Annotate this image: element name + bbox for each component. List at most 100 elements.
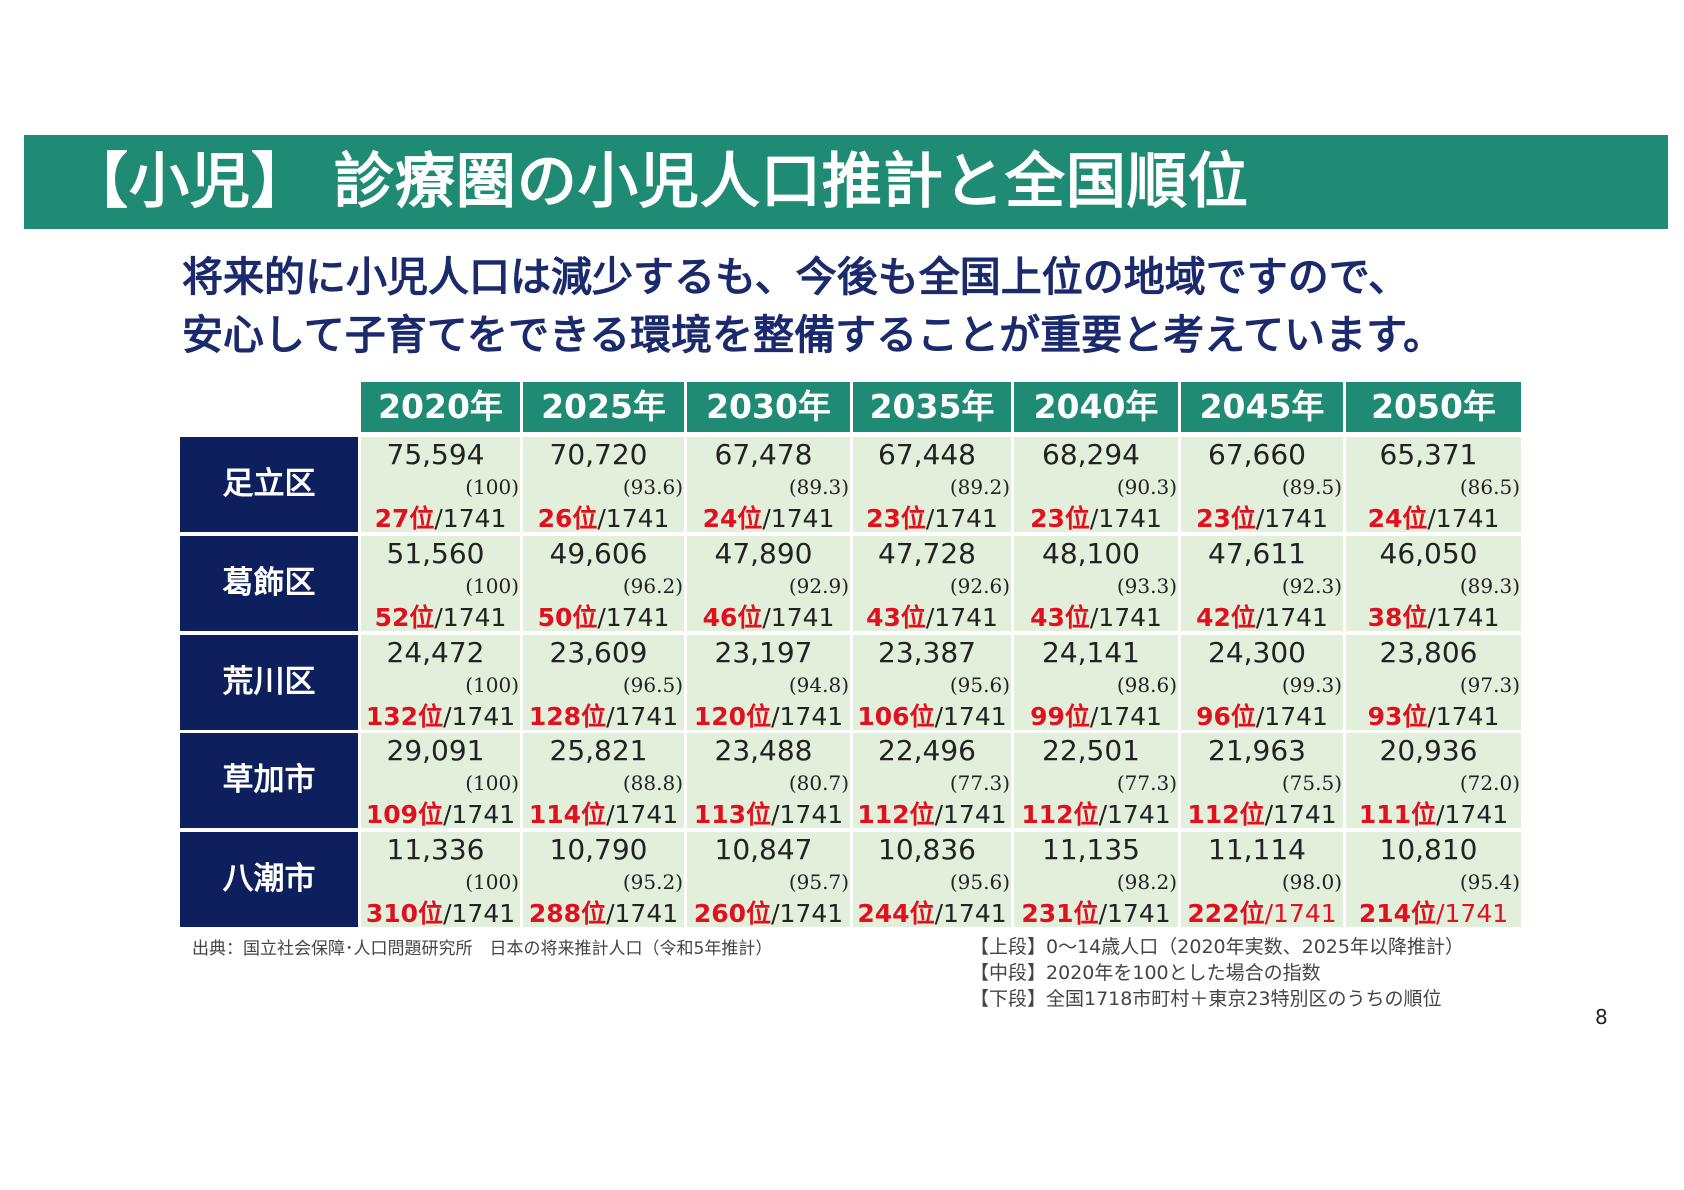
rank-total: /1741 [606,800,679,829]
rank-suffix: 位 [1073,800,1099,829]
rank-number: 106 [857,702,910,731]
national-rank: 52位/1741 [361,598,520,634]
rank-suffix: 位 [581,702,607,731]
table-cell: 23,197 (94.8) 120位/1741 [687,635,850,731]
rank-suffix: 位 [909,899,935,928]
table-cell: 20,936 (72.0) 111位/1741 [1346,733,1521,831]
index-value: (89.3) [1459,574,1520,598]
index-value: (89.3) [788,475,849,499]
national-rank: 23位/1741 [1181,499,1343,535]
rank-total: /1741 [606,899,679,928]
row-label: 草加市 [180,733,358,828]
table-cell: 47,890 (92.9) 46位/1741 [687,536,850,632]
rank-suffix: 位 [572,504,598,533]
index-value: (98.2) [1116,870,1177,894]
table-cell: 23,488 (80.7) 113位/1741 [687,733,850,831]
note-lower: 【下段】全国1718市町村＋東京23特別区のうちの順位 [970,988,1442,1010]
index-value: (90.3) [1116,475,1177,499]
row-label: 八潮市 [180,832,358,927]
subtitle-line-2: 安心して子育てをできる環境を整備することが重要と考えています。 [182,311,1444,359]
national-rank: 43位/1741 [853,598,1011,634]
rank-total: /1741 [1427,603,1500,632]
national-rank: 23位/1741 [853,499,1011,535]
rank-total: /1741 [597,603,670,632]
table-cell: 51,560 (100) 52位/1741 [361,536,520,634]
rank-total: /1741 [925,603,998,632]
rank-suffix: 位 [418,702,444,731]
national-rank: 111位/1741 [1346,795,1521,831]
rank-number: 231 [1021,899,1074,928]
rank-total: /1741 [1427,504,1500,533]
rank-suffix: 位 [746,800,772,829]
rank-total: /1741 [771,702,844,731]
table-cell: 21,963 (75.5) 112位/1741 [1181,733,1343,829]
national-rank: 132位/1741 [361,697,520,733]
table-cell: 24,141 (98.6) 99位/1741 [1014,635,1178,731]
rank-total: /1741 [434,504,507,533]
rank-suffix: 位 [581,899,607,928]
index-value: (96.5) [622,673,683,697]
row-label: 葛飾区 [180,536,358,631]
index-value: (75.5) [1281,771,1342,795]
index-value: (98.0) [1281,870,1342,894]
population-value: 67,478 [714,438,813,471]
national-rank: 310位/1741 [361,894,520,930]
index-value: (95.2) [622,870,683,894]
population-value: 29,091 [386,734,485,767]
national-rank: 113位/1741 [687,795,850,831]
index-value: (88.8) [622,771,683,795]
rank-total: /1741 [1089,702,1162,731]
national-rank: 26位/1741 [523,499,684,535]
index-value: (95.7) [788,870,849,894]
table-cell: 65,371 (86.5) 24位/1741 [1346,437,1521,533]
population-value: 24,472 [386,636,485,669]
rank-suffix: 位 [1239,800,1265,829]
population-value: 47,611 [1208,537,1306,570]
table-cell: 70,720 (93.6) 26位/1741 [523,437,684,535]
table-cell: 67,660 (89.5) 23位/1741 [1181,437,1343,535]
rank-number: 24 [1367,504,1403,533]
index-value: (89.2) [949,475,1010,499]
rank-number: 99 [1030,702,1065,731]
year-header: 2040年 [1014,382,1178,432]
rank-suffix: 位 [1230,504,1256,533]
national-rank: 50位/1741 [523,598,684,634]
population-value: 51,560 [386,537,485,570]
table-cell: 47,728 (92.6) 43位/1741 [853,536,1011,634]
population-value: 48,100 [1042,537,1140,570]
index-value: (98.6) [1116,673,1177,697]
table-cell: 23,806 (97.3) 93位/1741 [1346,635,1521,731]
table-cell: 67,448 (89.2) 23位/1741 [853,437,1011,535]
table-header-row: 2020年 2025年 2030年 2035年 2040年 2045年 2050年 [361,382,1524,432]
rank-suffix: 位 [746,702,772,731]
subtitle-line-1: 将来的に小児人口は減少するも、今後も全国上位の地域ですので、 [182,253,1410,301]
rank-number: 244 [857,899,910,928]
population-value: 10,847 [714,833,813,866]
rank-number: 23 [1196,504,1231,533]
population-value: 68,294 [1042,438,1140,471]
index-value: (93.3) [1116,574,1177,598]
rank-number: 288 [528,899,582,928]
rank-total: /1741 [1427,702,1500,731]
population-value: 10,790 [549,833,648,866]
note-upper: 【上段】0～14歳人口（2020年実数、2025年以降推計） [970,936,1464,958]
index-value: (99.3) [1281,673,1342,697]
table-row: 足立区 75,594 (100) 27位/1741 70,720 (93.6) 26位/17… [180,437,1524,535]
year-header: 2045年 [1181,382,1343,432]
table-cell: 10,790 (95.2) 288位/1741 [523,832,684,928]
rank-suffix: 位 [1064,702,1090,731]
rank-number: 38 [1367,603,1403,632]
rank-number: 23 [866,504,901,533]
source-note: 出典：国立社会保障･人口問題研究所 日本の将来推計人口（令和5年推計） [192,939,773,959]
rank-total: /1741 [1255,603,1328,632]
rank-suffix: 位 [1064,603,1090,632]
rank-number: 50 [537,603,573,632]
population-value: 20,936 [1379,734,1478,767]
table-cell: 10,847 (95.7) 260位/1741 [687,832,850,928]
rank-suffix: 位 [900,603,926,632]
rank-total: /1741 [925,504,998,533]
index-value: (80.7) [788,771,849,795]
rank-number: 23 [1030,504,1065,533]
population-value: 24,141 [1042,636,1140,669]
rank-total: /1741 [1089,504,1162,533]
